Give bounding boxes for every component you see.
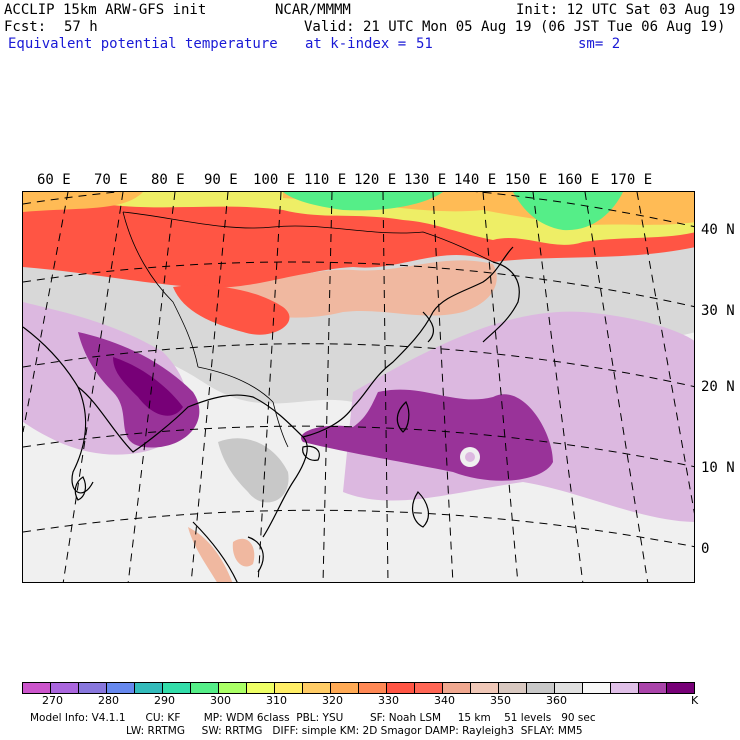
band-north-green [283, 192, 623, 231]
init-time: Init: 12 UTC Sat 03 Aug 19 [516, 2, 736, 18]
colorbar-swatch [275, 683, 303, 693]
colorbar-swatch [583, 683, 611, 693]
region-typhoon-core [460, 447, 480, 467]
colorbar-label: 330 [378, 694, 399, 707]
colorbar-swatch [51, 683, 79, 693]
colorbar-swatch [107, 683, 135, 693]
colorbar-swatch [303, 683, 331, 693]
level-label: at k-index = [305, 36, 407, 52]
lon-label: 170 E [610, 172, 653, 188]
lat-label: 30 N [701, 303, 735, 319]
org-label: NCAR/MMMM [275, 2, 351, 18]
colorbar-label: 310 [266, 694, 287, 707]
colorbar-label: 300 [210, 694, 231, 707]
lat-label: 0 [701, 541, 710, 557]
colorbar [22, 682, 695, 694]
colorbar-swatch [471, 683, 499, 693]
colorbar-label: 350 [490, 694, 511, 707]
theta-e-map [22, 191, 695, 583]
region-indochina-gray [218, 438, 289, 503]
region-red-plume [173, 285, 290, 335]
colorbar-swatch [527, 683, 555, 693]
lon-label: 60 E [37, 172, 71, 188]
colorbar-swatch [79, 683, 107, 693]
colorbar-swatch [359, 683, 387, 693]
lon-label: 90 E [204, 172, 238, 188]
colorbar-swatch [219, 683, 247, 693]
model-title: ACCLIP 15km ARW-GFS init [4, 2, 207, 18]
colorbar-swatch [135, 683, 163, 693]
colorbar-swatch [191, 683, 219, 693]
lat-label: 40 N [701, 222, 735, 238]
colorbar-swatch [639, 683, 667, 693]
lon-label: 110 E [304, 172, 347, 188]
valid-time: Valid: 21 UTC Mon 05 Aug 19 (06 JST Tue … [304, 19, 726, 35]
region-pacific-violet [301, 389, 553, 481]
colorbar-swatch [499, 683, 527, 693]
colorbar-swatch [667, 683, 694, 693]
colorbar-label: 270 [42, 694, 63, 707]
colorbar-swatch [163, 683, 191, 693]
colorbar-swatch [611, 683, 639, 693]
field-name: Equivalent potential temperature [8, 36, 278, 52]
colorbar-swatch [331, 683, 359, 693]
lon-label: 150 E [505, 172, 548, 188]
colorbar-swatch [247, 683, 275, 693]
smoothing-label: sm= 2 [578, 36, 621, 52]
borders [122, 211, 494, 448]
model-info-line1: Model Info: V4.1.1 CU: KF MP: WDM 6class… [30, 712, 596, 724]
lat-lines [23, 192, 694, 548]
colorbar-swatch [23, 683, 51, 693]
colorbar-label: 340 [434, 694, 455, 707]
lon-label: 100 E [253, 172, 296, 188]
colorbar-swatch [415, 683, 443, 693]
lat-label: 20 N [701, 379, 735, 395]
colorbar-unit: K [691, 694, 699, 707]
region-sumatra-salmon [188, 527, 255, 582]
model-info-line2: LW: RRTMG SW: RRTMG DIFF: simple KM: 2D … [126, 725, 583, 737]
lon-label: 140 E [454, 172, 497, 188]
lon-label: 80 E [151, 172, 185, 188]
colorbar-label: 360 [546, 694, 567, 707]
colorbar-label: 320 [322, 694, 343, 707]
coastlines [23, 246, 520, 582]
colorbar-label: 280 [98, 694, 119, 707]
forecast-hours: 57 h [64, 19, 98, 35]
colorbar-label: 290 [154, 694, 175, 707]
region-bay-dark [113, 357, 183, 416]
forecast-label: Fcst: [4, 19, 47, 35]
colorbar-swatch [555, 683, 583, 693]
colorbar-swatch [443, 683, 471, 693]
lon-label: 160 E [557, 172, 600, 188]
level-value: 51 [416, 36, 433, 52]
lon-lines [23, 192, 694, 582]
colorbar-swatch [387, 683, 415, 693]
lon-label: 130 E [404, 172, 447, 188]
lat-label: 10 N [701, 460, 735, 476]
lon-label: 120 E [354, 172, 397, 188]
lon-label: 70 E [94, 172, 128, 188]
map-canvas [23, 192, 694, 582]
